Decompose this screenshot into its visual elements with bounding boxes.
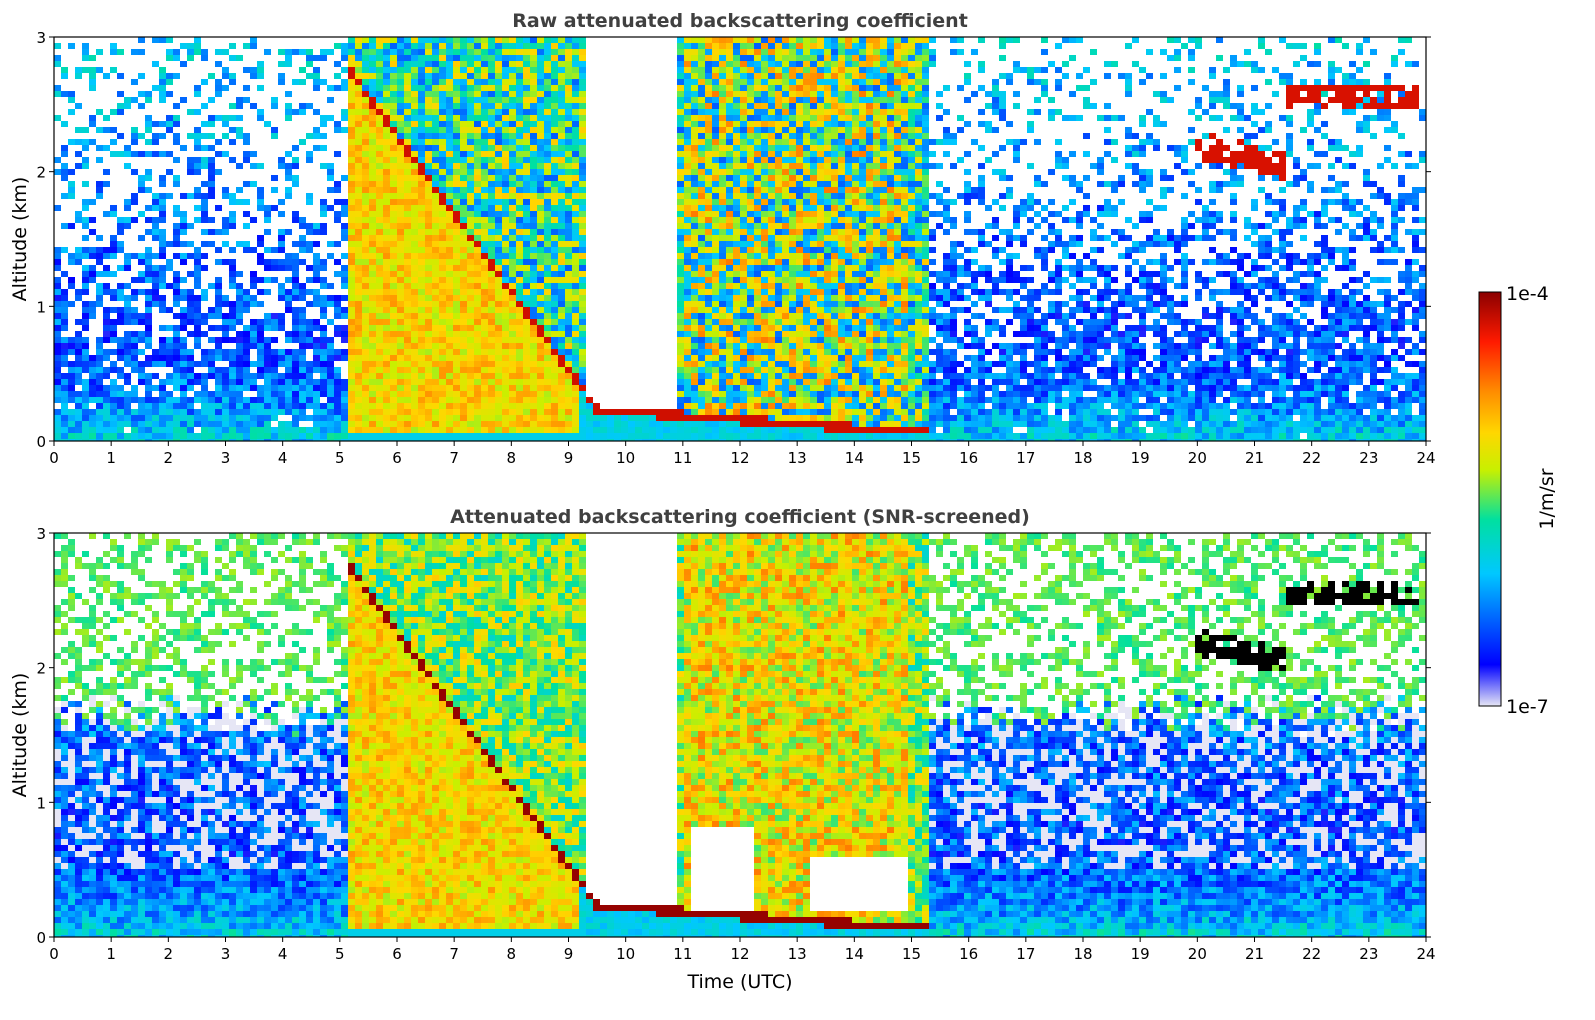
- x-tick-label: 7: [449, 449, 459, 467]
- x-tick-label: 19: [1131, 945, 1150, 963]
- x-tick-label: 23: [1359, 449, 1378, 467]
- x-tick-label: 14: [845, 449, 864, 467]
- colorbar-unit-label: 1/m/sr: [1536, 468, 1558, 529]
- x-tick-label: 5: [335, 449, 345, 467]
- x-tick-label: 17: [1016, 449, 1035, 467]
- x-tick-label: 6: [392, 945, 402, 963]
- x-tick-label: 11: [673, 945, 692, 963]
- x-tick-label: 10: [616, 449, 635, 467]
- panel-title-screened: Attenuated backscattering coefficient (S…: [450, 506, 1030, 528]
- y-tick-label: 0: [36, 929, 46, 947]
- x-tick-label: 15: [902, 449, 921, 467]
- x-tick-label: 2: [164, 449, 174, 467]
- x-tick-label: 23: [1359, 945, 1378, 963]
- x-tick-label: 21: [1245, 945, 1264, 963]
- y-tick-label: 3: [36, 525, 46, 543]
- x-tick-label: 12: [730, 449, 749, 467]
- x-tick-label: 2: [164, 945, 174, 963]
- x-tick-label: 3: [221, 945, 231, 963]
- x-tick-label: 17: [1016, 945, 1035, 963]
- x-tick-label: 20: [1188, 945, 1207, 963]
- x-ticks-screened: 0 1 2 3 4 5 6 7 8 9 10 11 12 13 14 15 16 17 18 19 20 21 22 23 24: [49, 937, 1436, 963]
- x-tick-label: 8: [507, 945, 517, 963]
- raw-backscatter-panel: Raw attenuated backscattering coefficien…: [9, 10, 1436, 467]
- x-tick-label: 24: [1416, 449, 1435, 467]
- x-tick-label: 22: [1302, 945, 1321, 963]
- x-tick-label: 9: [564, 449, 574, 467]
- colorbar: 1e-4 1e-7 1/m/sr: [1478, 283, 1558, 718]
- y-axis-label-raw: Altitude (km): [9, 177, 31, 302]
- x-tick-label: 22: [1302, 449, 1321, 467]
- x-tick-label: 7: [449, 945, 459, 963]
- x-tick-label: 24: [1416, 945, 1435, 963]
- x-tick-label: 20: [1188, 449, 1207, 467]
- colorbar-max-label: 1e-4: [1506, 283, 1549, 305]
- x-tick-label: 5: [335, 945, 345, 963]
- x-axis-label: Time (UTC): [686, 971, 792, 993]
- heatmap-screened: [54, 533, 1426, 937]
- x-ticks-raw: 0 1 2 3 4 5 6 7 8 9 10 11 12 13 14 15 16 17 18 19 20 21 22 23 24: [49, 441, 1436, 467]
- x-tick-label: 13: [788, 945, 807, 963]
- x-tick-label: 6: [392, 449, 402, 467]
- heatmap-raw: [54, 37, 1426, 441]
- x-tick-label: 1: [106, 945, 116, 963]
- x-tick-label: 8: [507, 449, 517, 467]
- colorbar-gradient: [1478, 291, 1502, 707]
- x-tick-label: 16: [959, 449, 978, 467]
- x-tick-label: 19: [1131, 449, 1150, 467]
- x-tick-label: 18: [1073, 945, 1092, 963]
- y-axis-label-screened: Altitude (km): [9, 673, 31, 798]
- y-tick-label: 3: [36, 29, 46, 47]
- colorbar-min-label: 1e-7: [1506, 696, 1549, 718]
- y-tick-label: 1: [36, 298, 46, 316]
- y-ticks-raw: 0 1 2 3: [36, 29, 1431, 451]
- x-tick-label: 11: [673, 449, 692, 467]
- y-tick-label: 0: [36, 433, 46, 451]
- x-tick-label: 0: [49, 945, 59, 963]
- y-tick-label: 1: [36, 794, 46, 812]
- x-tick-label: 13: [788, 449, 807, 467]
- x-tick-label: 15: [902, 945, 921, 963]
- x-tick-label: 10: [616, 945, 635, 963]
- x-tick-label: 14: [845, 945, 864, 963]
- x-tick-label: 9: [564, 945, 574, 963]
- x-tick-label: 4: [278, 945, 288, 963]
- y-tick-label: 2: [36, 660, 46, 678]
- y-tick-label: 2: [36, 164, 46, 182]
- x-tick-label: 4: [278, 449, 288, 467]
- x-tick-label: 21: [1245, 449, 1264, 467]
- x-tick-label: 1: [106, 449, 116, 467]
- y-ticks-screened: 0 1 2 3: [36, 525, 1431, 947]
- x-tick-label: 0: [49, 449, 59, 467]
- x-tick-label: 16: [959, 945, 978, 963]
- x-tick-label: 3: [221, 449, 231, 467]
- x-tick-label: 18: [1073, 449, 1092, 467]
- screened-backscatter-panel: Attenuated backscattering coefficient (S…: [9, 506, 1436, 993]
- panel-title-raw: Raw attenuated backscattering coefficien…: [512, 10, 968, 32]
- x-tick-label: 12: [730, 945, 749, 963]
